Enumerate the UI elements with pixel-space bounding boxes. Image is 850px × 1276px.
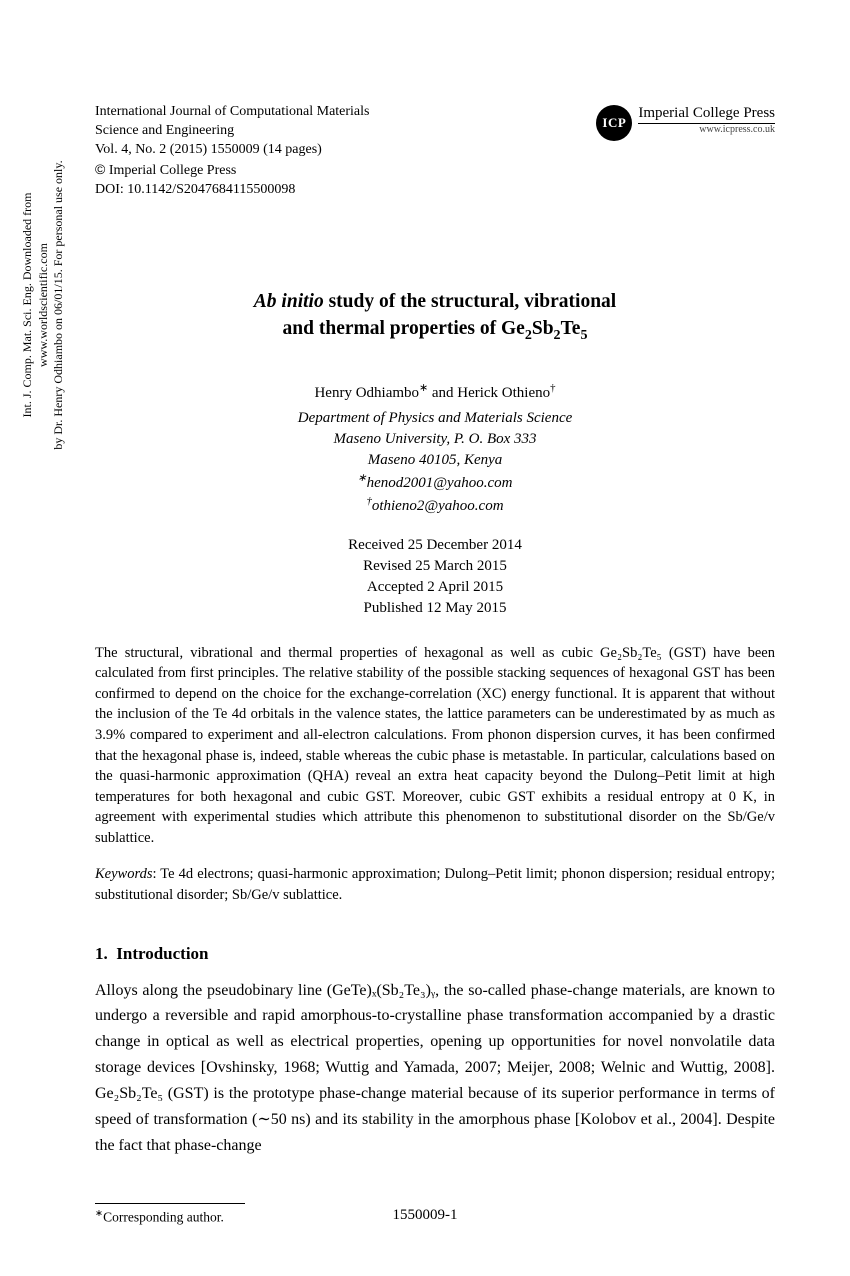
sidebar-line: by Dr. Henry Odhiambo on 06/01/15. For p…	[51, 130, 67, 480]
journal-name: International Journal of Computational M…	[95, 103, 369, 122]
introduction-paragraph: Alloys along the pseudobinary line (GeTe…	[95, 978, 775, 1159]
publisher-name: Imperial College Press	[638, 105, 775, 124]
title-italic: Ab initio	[254, 291, 324, 312]
icp-logo-icon: ICP	[596, 105, 632, 141]
keywords: Keywords: Te 4d electrons; quasi-harmoni…	[95, 864, 775, 905]
publisher-url: www.icpress.co.uk	[638, 124, 775, 135]
publisher-badge: ICP Imperial College Press www.icpress.c…	[596, 105, 775, 141]
download-attribution-sidebar: Int. J. Comp. Mat. Sci. Eng. Downloaded …	[20, 130, 67, 480]
publisher-text: Imperial College Press www.icpress.co.uk	[638, 105, 775, 135]
journal-info: International Journal of Computational M…	[95, 103, 369, 199]
footnote-rule	[95, 1203, 245, 1204]
header-row: International Journal of Computational M…	[95, 103, 775, 199]
authors: Henry Odhiambo∗ and Herick Othieno†	[95, 381, 775, 402]
author-emails: ∗henod2001@yahoo.com †othieno2@yahoo.com	[95, 471, 775, 517]
article-title: Ab initio study of the structural, vibra…	[95, 289, 775, 344]
journal-doi: DOI: 10.1142/S2047684115500098	[95, 181, 369, 200]
page-content: International Journal of Computational M…	[95, 103, 775, 1225]
article-dates: Received 25 December 2014 Revised 25 Mar…	[95, 535, 775, 619]
abstract: The structural, vibrational and thermal …	[95, 643, 775, 849]
journal-volume: Vol. 4, No. 2 (2015) 1550009 (14 pages)	[95, 141, 369, 160]
journal-copyright: © Imperial College Press	[95, 160, 369, 181]
sidebar-line: Int. J. Comp. Mat. Sci. Eng. Downloaded …	[20, 130, 51, 480]
journal-subname: Science and Engineering	[95, 122, 369, 141]
page-number: 1550009-1	[0, 1207, 850, 1224]
section-heading-introduction: 1. Introduction	[95, 944, 775, 964]
affiliation: Department of Physics and Materials Scie…	[95, 408, 775, 471]
